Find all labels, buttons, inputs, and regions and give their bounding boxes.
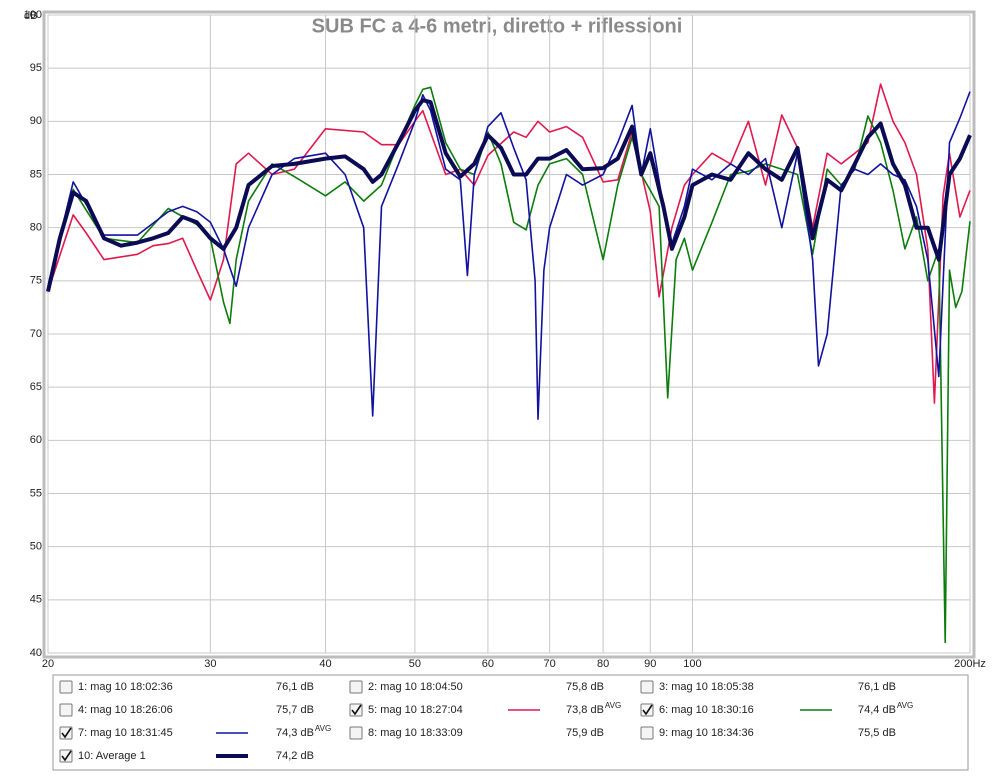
x-tick-label: 20 [42, 658, 54, 670]
series-line [46, 98, 972, 292]
x-tick-label: 50 [409, 658, 421, 670]
x-tick-label: 90 [644, 658, 656, 670]
checkmark[interactable] [61, 750, 72, 762]
y-tick-label: 50 [30, 541, 42, 553]
legend-label: 3: mag 10 18:05:38 [659, 681, 754, 693]
legend-level: 75,7 dB [276, 704, 314, 716]
legend-label: 1: mag 10 18:02:36 [78, 681, 173, 693]
legend-label: 4: mag 10 18:26:06 [78, 704, 173, 716]
x-tick-label: 80 [597, 658, 609, 670]
legend-level: 74,3 dB [276, 727, 314, 739]
legend-level: 75,5 dB [858, 727, 896, 739]
legend-label: 8: mag 10 18:33:09 [368, 727, 463, 739]
y-tick-label: 85 [30, 168, 42, 180]
legend-label: 2: mag 10 18:04:50 [368, 681, 463, 693]
legend-panel [52, 674, 969, 771]
legend-label: 9: mag 10 18:34:36 [659, 727, 754, 739]
legend-label: 6: mag 10 18:30:16 [659, 704, 754, 716]
legend-level: 76,1 dB [276, 681, 314, 693]
y-tick-label: 65 [30, 381, 42, 393]
checkbox[interactable] [59, 680, 73, 694]
legend-level: 75,8 dB [566, 681, 604, 693]
checkmark[interactable] [351, 704, 362, 716]
y-tick-label: 45 [30, 594, 42, 606]
legend-level: 75,9 dB [566, 727, 604, 739]
x-tick-label: 100 [683, 658, 701, 670]
legend-level-note: AVG [897, 701, 913, 710]
y-tick-label: 80 [30, 222, 42, 234]
y-tick-label: 40 [30, 647, 42, 659]
x-tick-label: 40 [319, 658, 331, 670]
legend-level-note: AVG [605, 701, 621, 710]
y-tick-label: 60 [30, 434, 42, 446]
checkbox[interactable] [349, 726, 363, 740]
legend-label: 7: mag 10 18:31:45 [78, 727, 173, 739]
x-tick-label: 70 [544, 658, 556, 670]
y-tick-label: 90 [30, 115, 42, 127]
y-tick-label: 100 [24, 9, 42, 21]
chart-title: SUB FC a 4-6 metri, diretto + riflession… [312, 15, 683, 37]
legend-level-note: AVG [315, 724, 331, 733]
x-tick-label: 200Hz [954, 658, 986, 670]
y-tick-label: 75 [30, 275, 42, 287]
y-tick-label: 95 [30, 62, 42, 74]
legend-level: 74,2 dB [276, 750, 314, 762]
x-tick-label: 30 [204, 658, 216, 670]
checkmark[interactable] [642, 704, 653, 716]
x-tick-label: 60 [482, 658, 494, 670]
checkbox[interactable] [640, 680, 654, 694]
series-layer [46, 14, 972, 654]
legend-label: 5: mag 10 18:27:04 [368, 704, 463, 716]
y-tick-label: 55 [30, 487, 42, 499]
checkmark[interactable] [61, 727, 72, 739]
y-axis-label: dB [24, 10, 37, 22]
y-tick-label: 70 [30, 328, 42, 340]
legend-label: 10: Average 1 [78, 750, 146, 762]
checkbox[interactable] [640, 726, 654, 740]
legend-level: 73,8 dB [566, 704, 604, 716]
legend-level: 74,4 dB [858, 704, 896, 716]
checkbox[interactable] [59, 703, 73, 717]
legend-level: 76,1 dB [858, 681, 896, 693]
checkbox[interactable] [349, 680, 363, 694]
